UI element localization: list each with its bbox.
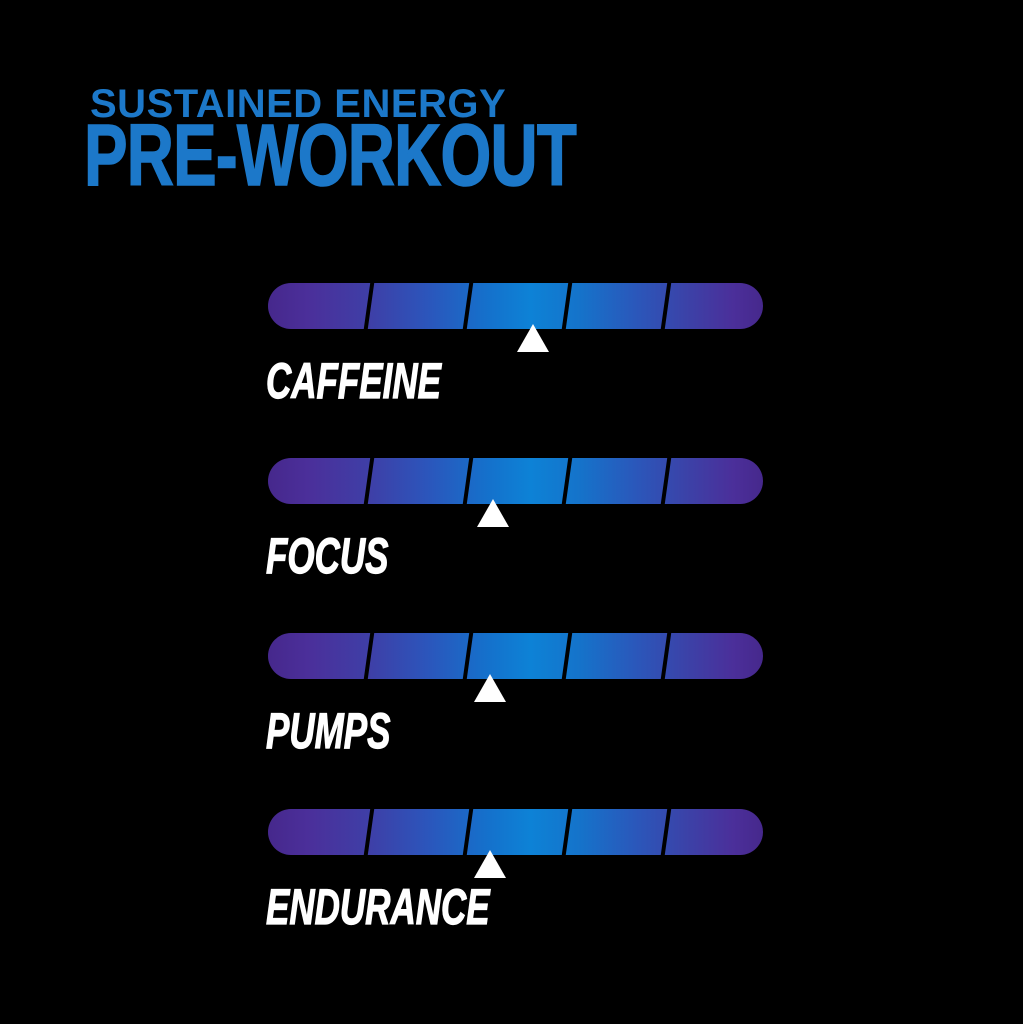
rating-bar — [268, 809, 763, 855]
triangle-marker-icon — [516, 324, 549, 352]
bar-segment-divider — [462, 283, 474, 329]
bar-segment-divider — [363, 458, 375, 504]
triangle-marker-icon — [477, 499, 510, 527]
rating-label: FOCUS — [266, 528, 389, 584]
rating-bar — [268, 458, 763, 504]
rating-row-focus: FOCUS — [0, 458, 1023, 598]
header-subtitle: SUSTAINED ENERGY — [90, 82, 507, 126]
bar-segment-divider — [561, 633, 573, 679]
triangle-marker-icon — [473, 850, 506, 878]
bar-segment-divider — [462, 633, 474, 679]
bar-segment-divider — [561, 809, 573, 855]
rating-row-caffeine: CAFFEINE — [0, 283, 1023, 423]
rating-label: ENDURANCE — [266, 879, 490, 935]
bar-segment-divider — [660, 283, 672, 329]
rating-label: PUMPS — [266, 703, 391, 759]
page-title: PRE-WORKOUT — [83, 107, 577, 204]
bar-segment-divider — [660, 633, 672, 679]
bar-segment-divider — [462, 809, 474, 855]
rating-bar — [268, 283, 763, 329]
bar-segment-divider — [363, 633, 375, 679]
rating-bar — [268, 633, 763, 679]
bar-segment-divider — [462, 458, 474, 504]
rating-row-endurance: ENDURANCE — [0, 809, 1023, 949]
rating-label: CAFFEINE — [266, 353, 442, 409]
bar-segment-divider — [561, 283, 573, 329]
bar-segment-divider — [363, 283, 375, 329]
bar-segment-divider — [660, 809, 672, 855]
bar-segment-divider — [561, 458, 573, 504]
triangle-marker-icon — [473, 674, 506, 702]
rating-row-pumps: PUMPS — [0, 633, 1023, 773]
bar-segment-divider — [660, 458, 672, 504]
bar-segment-divider — [363, 809, 375, 855]
